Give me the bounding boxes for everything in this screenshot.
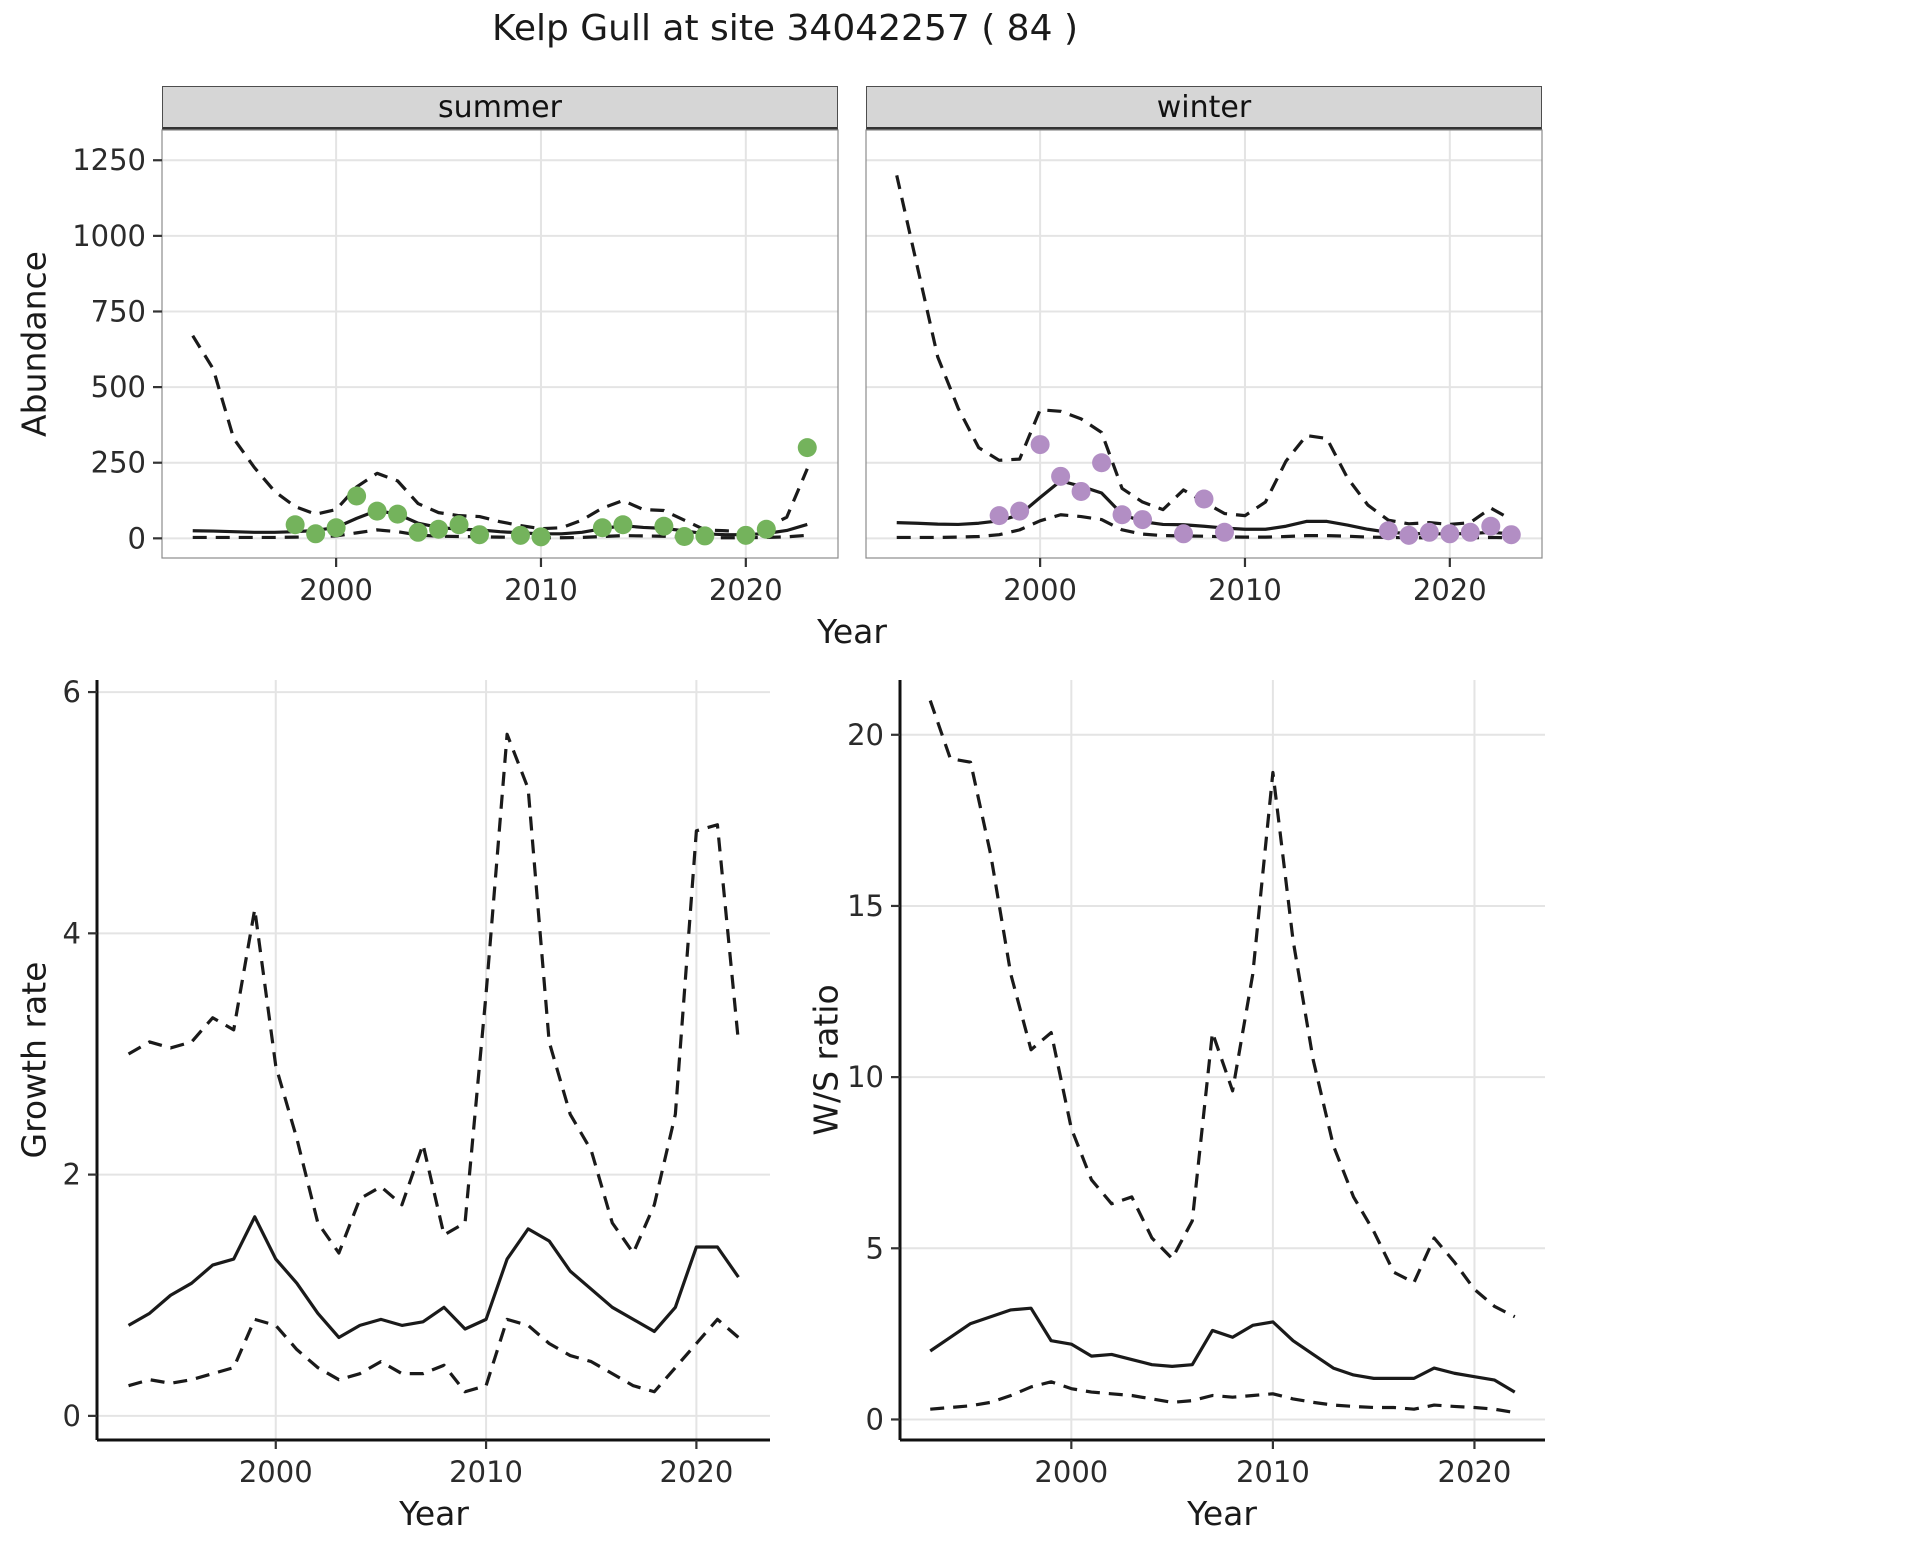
svg-text:2020: 2020 — [1413, 573, 1487, 607]
svg-text:4: 4 — [63, 916, 81, 950]
growth-rate-axis-label: Growth rate — [14, 961, 54, 1159]
svg-text:0: 0 — [866, 1402, 884, 1436]
svg-text:2000: 2000 — [1003, 573, 1077, 607]
svg-text:2010: 2010 — [1236, 1455, 1310, 1489]
svg-text:1000: 1000 — [72, 219, 146, 253]
winter-abundance-chart: 2000 2010 2020 — [865, 129, 1543, 607]
svg-text:750: 750 — [91, 294, 146, 328]
svg-text:2020: 2020 — [659, 1455, 733, 1489]
top-year-axis-label: Year — [817, 612, 887, 651]
ws-ratio-axis-label: W/S ratio — [806, 984, 846, 1136]
facet-strip-winter-label: winter — [1156, 89, 1252, 125]
svg-text:6: 6 — [63, 675, 81, 709]
summer-abundance-chart: 2000 2010 2020 0 250 500 750 1000 1250 — [72, 129, 839, 607]
svg-text:2020: 2020 — [1438, 1455, 1512, 1489]
svg-text:20: 20 — [847, 718, 884, 752]
facet-strip-summer-label: summer — [438, 89, 562, 125]
facet-strip-winter: winter — [866, 86, 1542, 130]
svg-text:15: 15 — [847, 889, 884, 923]
figure-title: Kelp Gull at site 34042257 ( 84 ) — [492, 8, 1078, 49]
svg-text:2000: 2000 — [239, 1455, 313, 1489]
svg-text:10: 10 — [847, 1060, 884, 1094]
svg-text:1250: 1250 — [72, 143, 146, 177]
growth-rate-year-label: Year — [399, 1494, 469, 1533]
svg-text:2010: 2010 — [1208, 573, 1282, 607]
svg-text:250: 250 — [91, 446, 146, 480]
svg-text:2000: 2000 — [1034, 1455, 1108, 1489]
abundance-axis-label: Abundance — [14, 251, 54, 437]
facet-strip-summer: summer — [162, 86, 838, 130]
svg-text:2010: 2010 — [449, 1455, 523, 1489]
svg-text:5: 5 — [866, 1231, 884, 1265]
facet-panel-winter: winter 2000 2010 2020 — [865, 86, 1543, 607]
svg-text:2010: 2010 — [504, 573, 578, 607]
svg-text:2020: 2020 — [709, 573, 783, 607]
svg-text:2: 2 — [63, 1158, 81, 1192]
svg-text:500: 500 — [91, 370, 146, 404]
growth-rate-chart: 2000 2010 2020 0 2 4 6 — [63, 675, 770, 1489]
ws-ratio-chart: 2000 2010 2020 0 5 10 15 20 — [847, 680, 1545, 1489]
svg-text:0: 0 — [63, 1399, 81, 1433]
svg-text:2000: 2000 — [299, 573, 373, 607]
svg-text:0: 0 — [128, 521, 146, 555]
facet-panel-summer: summer 2000 2010 2020 0 250 500 750 1000 1250 — [72, 86, 839, 607]
ws-ratio-year-label: Year — [1187, 1494, 1257, 1533]
